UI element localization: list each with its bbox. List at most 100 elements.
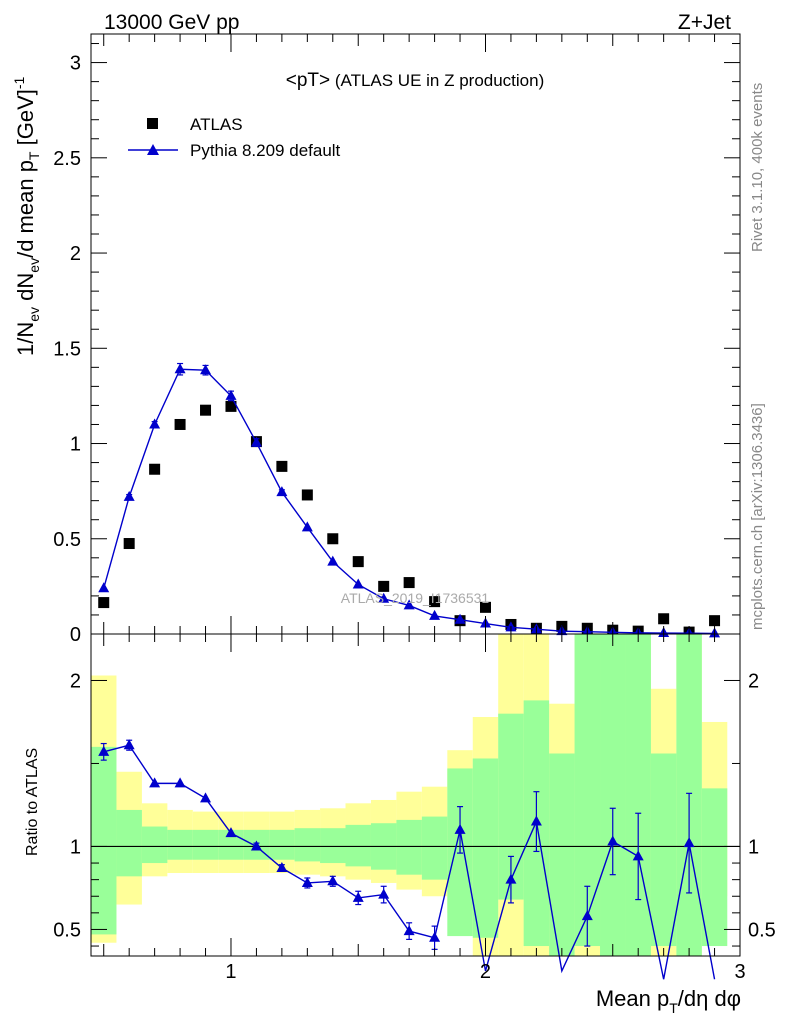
legend: ATLAS Pythia 8.209 default	[128, 115, 341, 160]
ratio-y-tick-label-right: 2	[748, 670, 759, 692]
pythia-point	[429, 609, 441, 620]
ratio-point	[225, 827, 237, 838]
band-1sigma-bin	[701, 788, 728, 947]
ratio-plot-area	[90, 633, 741, 980]
ratio-point	[403, 925, 415, 936]
atlas-point	[123, 538, 135, 550]
main-plot-area	[90, 33, 741, 638]
band-1sigma-bin	[116, 809, 142, 877]
atlas-point	[174, 418, 186, 430]
ratio-y-tick-label-right: 0.5	[748, 919, 776, 941]
ratio-data-layer	[91, 634, 740, 980]
ratio-y-tick-label-left: 0.5	[53, 919, 81, 941]
ratio-y-tick-labels-right: 0.5 1 2	[748, 670, 776, 941]
plot-title-main: <pT>	[286, 70, 330, 91]
atlas-point	[658, 613, 670, 625]
ratio-x-tick-label: 1	[225, 961, 236, 983]
atlas-point	[327, 533, 339, 545]
energy-label: 13000 GeV pp	[104, 11, 239, 34]
atlas-point	[352, 556, 364, 568]
pythia-point	[301, 521, 313, 532]
ratio-point	[505, 873, 517, 884]
atlas-point	[709, 615, 721, 627]
ratio-point	[632, 850, 644, 861]
band-1sigma-bin	[600, 634, 626, 956]
band-1sigma-bin	[625, 634, 651, 956]
ratio-x-tick-label: 3	[734, 961, 745, 983]
pythia-point	[149, 418, 161, 429]
ratio-y-axis-title: Ratio to ATLAS	[24, 748, 41, 856]
ratio-point	[683, 837, 695, 848]
atlas-point	[301, 489, 313, 501]
main-y-tick-label: 0.5	[53, 529, 81, 551]
band-1sigma-bin	[192, 829, 219, 860]
band-1sigma-bin	[549, 753, 575, 956]
legend-marker-pythia	[147, 144, 159, 155]
ratio-panel: 0.5 1 2 0.5 1 2 1 2 3 Ratio to ATLAS Mean pT/d…	[24, 633, 776, 1016]
main-y-tick-label: 2	[70, 243, 81, 265]
band-1sigma-bin	[269, 829, 295, 860]
band-1sigma-bin	[650, 753, 677, 947]
ratio-point	[174, 777, 186, 788]
pythia-point	[352, 578, 364, 589]
ratio-x-tick-labels: 1 2 3	[225, 961, 745, 983]
pythia-point	[123, 490, 135, 501]
ratio-point	[149, 777, 161, 788]
ratio-point	[200, 792, 212, 803]
ratio-point	[429, 931, 441, 942]
band-1sigma-bin	[91, 746, 117, 935]
main-y-tick-label: 1.5	[53, 338, 81, 360]
pythia-point	[250, 436, 262, 447]
ratio-point	[378, 888, 390, 899]
atlas-point	[429, 596, 441, 608]
pythia-point	[98, 582, 110, 593]
ratio-y-tick-label-left: 1	[70, 836, 81, 858]
band-1sigma-bin	[320, 828, 346, 864]
atlas-point	[200, 404, 212, 416]
main-y-tick-label: 3	[70, 53, 81, 75]
atlas-point	[403, 577, 415, 589]
ratio-point	[98, 745, 110, 756]
band-1sigma-bin	[421, 816, 448, 880]
pythia-point	[174, 363, 186, 374]
ratio-point	[581, 910, 593, 921]
legend-label-atlas: ATLAS	[190, 115, 243, 134]
pythia-point	[200, 364, 212, 375]
ratio-x-tick-label: 2	[480, 961, 491, 983]
band-1sigma-bin	[141, 826, 168, 864]
mcplots-label: mcplots.cern.ch [arXiv:1306.3436]	[749, 403, 766, 630]
ratio-point	[607, 835, 619, 846]
ratio-y-tick-label-left: 2	[70, 670, 81, 692]
main-data-layer	[98, 362, 721, 638]
atlas-point	[98, 597, 110, 609]
pythia-point	[378, 592, 390, 603]
ratio-point	[327, 875, 339, 886]
main-panel: 0 0.5 1 1.5 2 2.5 3 1/Nev dNev/d mean pT [GeV]…	[11, 33, 741, 646]
main-y-tick-label: 0	[70, 624, 81, 646]
ratio-y-tick-labels-left: 0.5 1 2	[53, 670, 81, 941]
main-y-tick-labels: 0 0.5 1 1.5 2 2.5 3	[53, 53, 81, 646]
ratio-point	[454, 823, 466, 834]
ratio-point	[530, 815, 542, 826]
ratio-point	[301, 876, 313, 887]
atlas-point	[225, 400, 237, 412]
atlas-point	[479, 601, 491, 613]
main-y-tick-label: 1	[70, 434, 81, 456]
analysis-watermark: ATLAS_2019_I1736531	[341, 590, 490, 606]
main-frame	[90, 33, 741, 635]
band-1sigma-bin	[167, 829, 193, 860]
ratio-y-tick-label-right: 1	[748, 836, 759, 858]
main-axis-ticks	[91, 34, 741, 635]
atlas-point	[378, 580, 390, 592]
ratio-point	[123, 739, 135, 750]
pythia-point	[327, 555, 339, 566]
ratio-point	[250, 840, 262, 851]
ratio-point	[276, 862, 288, 873]
ratio-frame	[90, 633, 741, 957]
plot-title-detail: (ATLAS UE in Z production)	[335, 71, 544, 90]
legend-label-pythia: Pythia 8.209 default	[190, 141, 341, 160]
ratio-axis-ticks	[91, 634, 741, 956]
atlas-point	[276, 460, 288, 472]
plot-title: <pT> (ATLAS UE in Z production)	[286, 70, 545, 91]
